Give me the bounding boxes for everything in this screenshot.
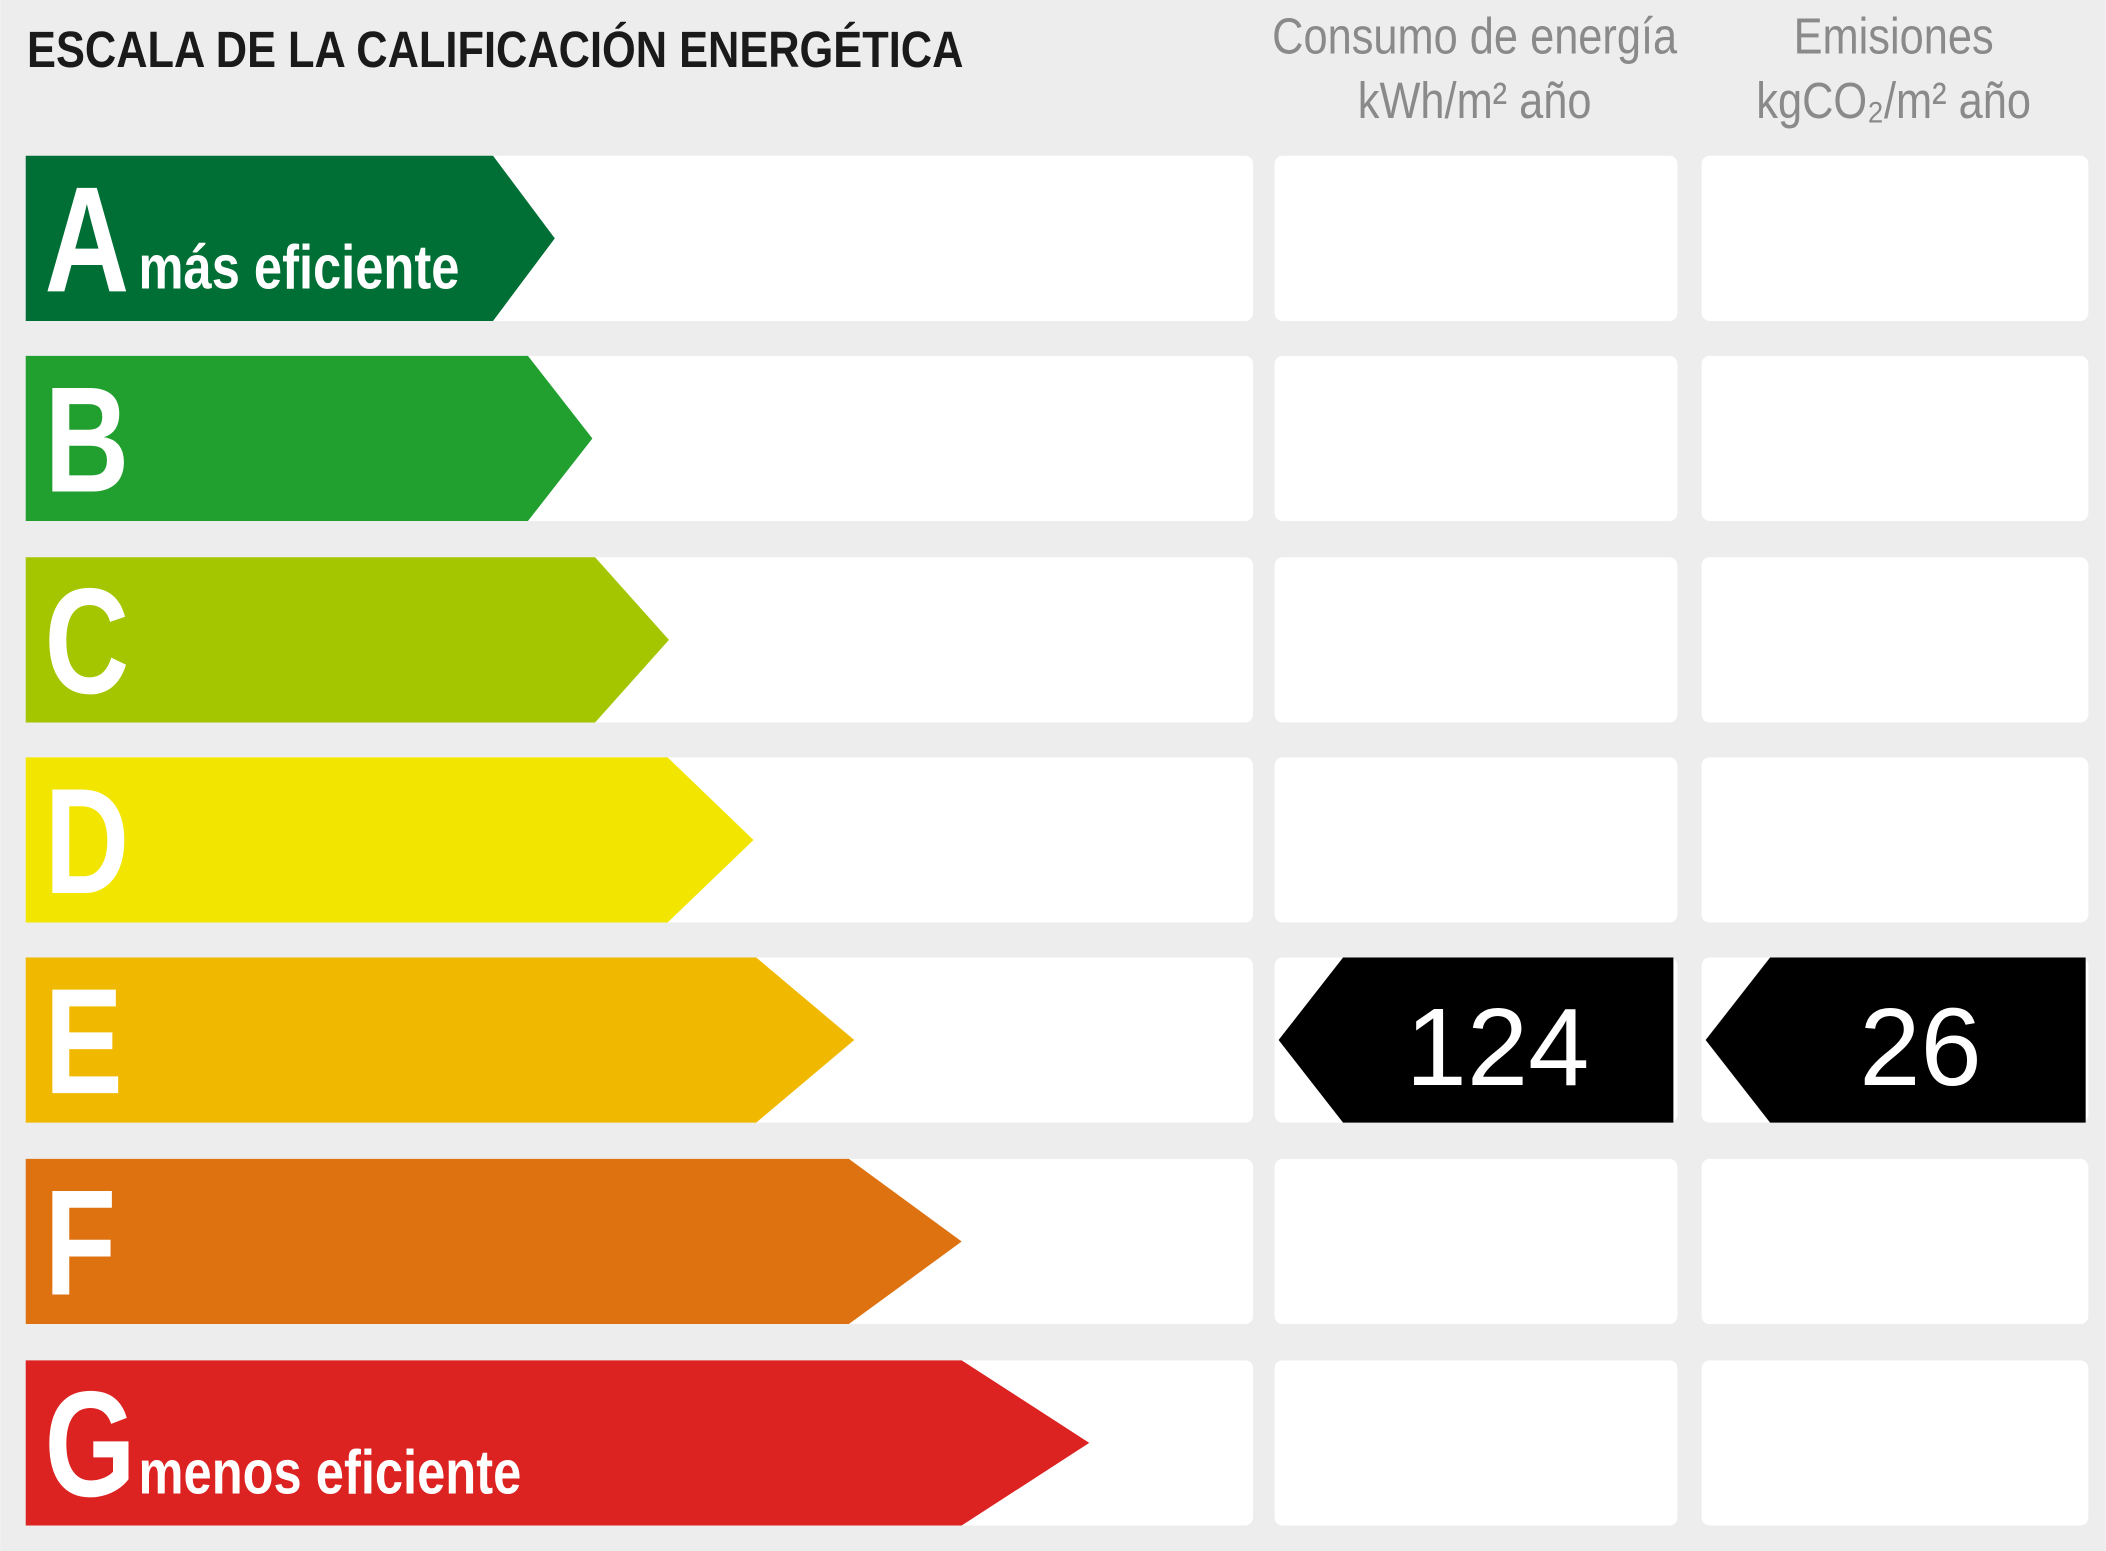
- value-cell: [1701, 757, 2089, 923]
- rating-letter: F: [45, 1158, 117, 1326]
- value-cell: [1701, 1158, 2089, 1325]
- rating-letter: G: [45, 1360, 136, 1528]
- rating-value: 26: [1859, 986, 1981, 1109]
- rating-marker: [1705, 957, 2086, 1123]
- column-unit: kWh/m² año: [1358, 73, 1592, 130]
- rating-letter: A: [45, 155, 130, 323]
- column-unit: kgCO₂/m² año: [1756, 73, 2031, 130]
- rating-arrow: [25, 757, 754, 923]
- value-cell: [1274, 355, 1678, 522]
- value-cell: [1701, 155, 2089, 321]
- rating-letter: D: [45, 757, 130, 925]
- rating-letter: E: [45, 957, 123, 1125]
- column-title: Consumo de energía: [1272, 8, 1678, 65]
- value-cell: [1274, 557, 1678, 723]
- rating-arrow: [25, 1360, 1090, 1526]
- rating-value: 124: [1406, 986, 1590, 1109]
- value-cell: [1701, 355, 2089, 522]
- rating-arrow: [25, 355, 593, 522]
- column-title: Emisiones: [1794, 8, 1994, 65]
- rating-arrow: [25, 957, 855, 1123]
- rating-arrow: [25, 1158, 962, 1325]
- rating-label: más eficiente: [139, 233, 460, 302]
- rating-letter: B: [45, 355, 130, 523]
- value-cell: [1274, 1360, 1678, 1526]
- rating-arrow: [25, 155, 555, 321]
- value-cell: [1701, 557, 2089, 723]
- value-cell: [1274, 155, 1678, 321]
- rating-arrow: [25, 557, 669, 723]
- value-cell: [1701, 1360, 2089, 1526]
- rating-marker: [1278, 957, 1674, 1123]
- title: ESCALA DE LA CALIFICACIÓN ENERGÉTICA: [27, 20, 963, 79]
- rating-label: menos eficiente: [139, 1437, 522, 1506]
- value-cell: [1274, 1158, 1678, 1325]
- value-cell: [1274, 757, 1678, 923]
- rating-letter: C: [45, 557, 130, 725]
